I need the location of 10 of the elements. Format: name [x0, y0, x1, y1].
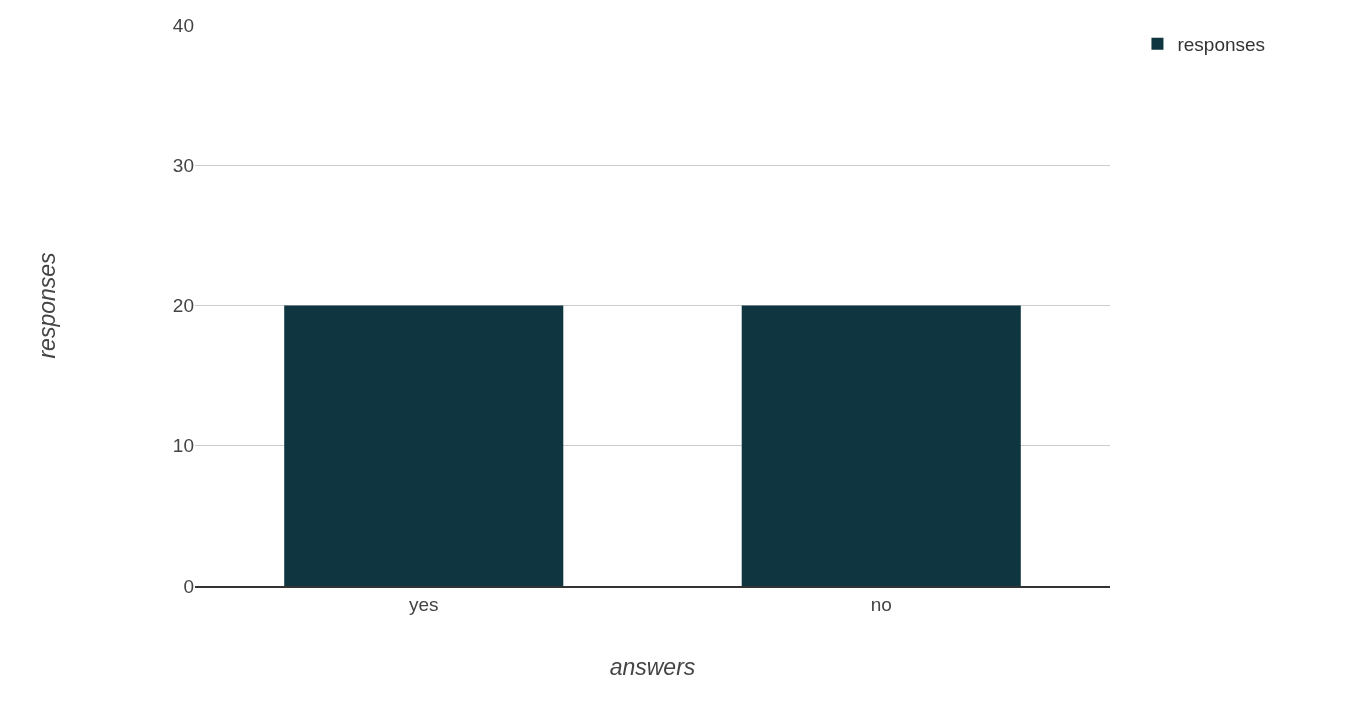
legend-label: responses [1177, 34, 1266, 56]
y-axis-title: responses [34, 251, 61, 359]
y-tick-label: 40 [172, 14, 194, 36]
x-tick-label: yes [408, 593, 439, 615]
y-tick-label: 20 [172, 295, 194, 317]
x-tick-label: no [870, 593, 892, 615]
y-tick-label: 10 [172, 435, 194, 457]
x-axis-title: answers [609, 653, 696, 680]
y-tick-label: 0 [183, 575, 194, 597]
y-tick-label: 30 [172, 154, 194, 176]
